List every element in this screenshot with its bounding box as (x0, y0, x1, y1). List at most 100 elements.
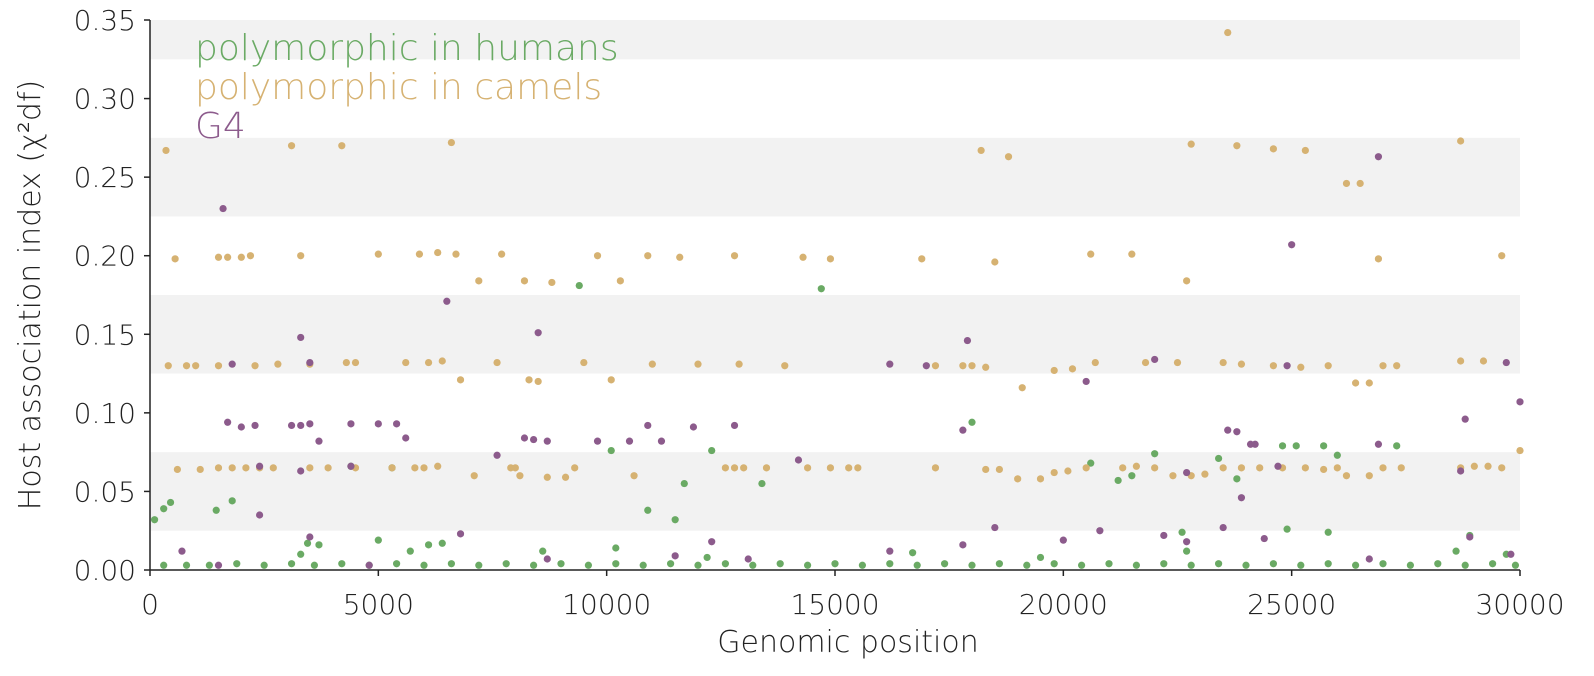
data-point (1365, 555, 1373, 563)
data-point (214, 464, 223, 472)
data-point (1082, 464, 1090, 472)
data-point (1342, 472, 1351, 480)
data-point (804, 464, 812, 472)
data-point (196, 465, 204, 474)
data-point (237, 423, 245, 431)
data-point (534, 329, 542, 337)
series-0 (150, 281, 1520, 569)
data-point (1516, 398, 1524, 406)
data-point (1242, 561, 1250, 569)
data-point (269, 464, 277, 472)
data-point (730, 464, 739, 472)
data-point (1151, 355, 1159, 364)
data-point (470, 472, 478, 480)
data-point (1233, 475, 1241, 483)
data-point (886, 560, 894, 568)
data-point (406, 547, 414, 555)
data-point (1068, 365, 1077, 373)
y-tick-label: 0.25 (74, 161, 136, 194)
data-point (447, 138, 455, 147)
data-point (456, 376, 465, 384)
data-point (502, 560, 510, 568)
data-point (991, 258, 999, 266)
data-point (968, 418, 976, 426)
data-point (959, 362, 967, 370)
data-point (1087, 459, 1095, 467)
data-point (434, 248, 442, 257)
x-tick-label: 5000 (343, 588, 414, 621)
data-point (1320, 442, 1328, 450)
data-point (251, 362, 259, 370)
data-point (297, 467, 305, 475)
y-axis-title: Host association index (χ²df) (13, 80, 48, 510)
data-point (931, 464, 940, 472)
data-point (886, 547, 894, 555)
data-point (1457, 137, 1465, 145)
data-point (1333, 464, 1341, 472)
y-tick-label: 0.35 (74, 4, 136, 37)
data-point (1278, 442, 1287, 450)
data-point (411, 464, 419, 472)
data-point (1224, 28, 1232, 37)
data-point (995, 465, 1004, 474)
data-point (1128, 250, 1136, 258)
data-point (1283, 362, 1291, 370)
data-point (1160, 560, 1168, 568)
grid-band (150, 452, 1520, 531)
data-point (1014, 475, 1022, 483)
data-point (224, 418, 232, 426)
data-point (438, 357, 446, 365)
data-point (374, 536, 382, 544)
data-point (1078, 561, 1086, 569)
data-point (1283, 525, 1291, 533)
data-point (571, 464, 579, 472)
data-point (182, 561, 191, 569)
data-point (845, 464, 853, 472)
data-point (1219, 523, 1227, 532)
x-tick-label: 30000 (1475, 588, 1564, 621)
data-point (233, 560, 241, 568)
data-point (1237, 494, 1246, 502)
data-point (287, 421, 296, 430)
data-point (968, 561, 976, 569)
data-point (721, 464, 730, 472)
data-point (393, 420, 401, 428)
data-point (1269, 362, 1277, 370)
data-point (1215, 560, 1223, 568)
data-point (1260, 534, 1268, 543)
data-point (530, 435, 538, 444)
data-point (543, 437, 551, 445)
data-point (192, 362, 200, 370)
grid-band (150, 295, 1520, 374)
data-point (657, 437, 666, 445)
data-point (260, 561, 268, 569)
data-point (1183, 468, 1191, 477)
data-point (826, 255, 835, 263)
data-point (1050, 560, 1058, 568)
data-point (1183, 547, 1191, 555)
data-point (164, 362, 172, 370)
data-point (1434, 560, 1442, 568)
y-tick-label: 0.00 (74, 554, 136, 587)
data-point (557, 560, 565, 568)
data-point (1004, 153, 1013, 161)
data-point (160, 505, 168, 513)
data-point (251, 421, 259, 430)
data-point (776, 560, 784, 568)
data-point (420, 561, 428, 569)
data-point (922, 362, 930, 370)
data-point (644, 506, 652, 514)
data-point (1374, 153, 1383, 161)
data-point (1288, 241, 1296, 249)
data-point (424, 541, 433, 549)
data-point (607, 376, 615, 384)
data-point (1516, 446, 1524, 455)
data-point (212, 506, 220, 514)
data-point (1461, 561, 1469, 569)
data-point (735, 360, 743, 368)
data-point (1178, 528, 1186, 536)
data-point (1151, 464, 1159, 472)
x-tick-label: 20000 (1019, 588, 1108, 621)
